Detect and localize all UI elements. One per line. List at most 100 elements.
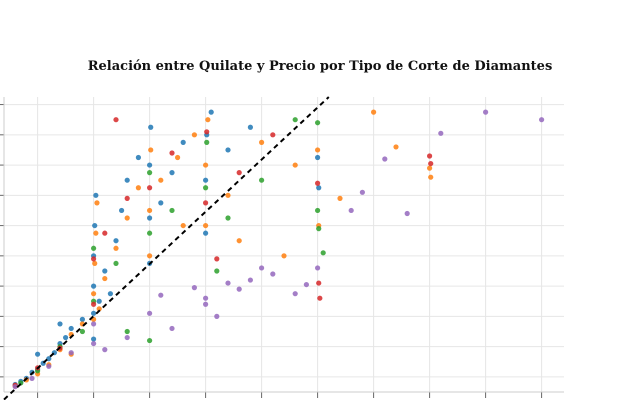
- data-point: [91, 301, 97, 307]
- data-point: [29, 375, 35, 381]
- data-point: [107, 291, 113, 297]
- data-point: [315, 265, 321, 271]
- data-point: [35, 351, 41, 357]
- data-point: [148, 124, 154, 130]
- data-point: [68, 325, 74, 332]
- data-point: [68, 350, 74, 356]
- data-point: [539, 117, 545, 123]
- data-point: [320, 250, 326, 256]
- data-point: [214, 313, 220, 319]
- data-point: [203, 230, 209, 236]
- data-point: [292, 162, 298, 168]
- data-point: [169, 170, 175, 176]
- data-point: [337, 195, 343, 201]
- data-point: [102, 230, 108, 236]
- data-point: [148, 147, 154, 153]
- data-point: [191, 285, 197, 291]
- data-point: [147, 230, 153, 236]
- data-point: [247, 277, 253, 283]
- data-point: [57, 321, 63, 327]
- data-point: [236, 238, 242, 244]
- data-point: [147, 215, 153, 221]
- data-point: [93, 192, 99, 198]
- data-point: [203, 200, 209, 206]
- data-point: [204, 139, 210, 145]
- data-point: [303, 281, 309, 288]
- data-point: [225, 280, 231, 286]
- data-point: [315, 207, 321, 214]
- data-point: [147, 253, 153, 259]
- data-point: [204, 129, 210, 135]
- data-point: [203, 177, 209, 183]
- data-point: [158, 292, 164, 298]
- data-point: [281, 253, 287, 259]
- data-point: [428, 174, 434, 180]
- data-point: [91, 283, 97, 289]
- data-point: [483, 109, 489, 115]
- data-point: [94, 200, 100, 206]
- data-point: [91, 291, 97, 297]
- data-point: [158, 200, 164, 206]
- data-point: [96, 306, 102, 312]
- data-point: [79, 316, 85, 322]
- chart-title: Relación entre Quilate y Precio por Tipo…: [88, 59, 553, 74]
- data-point: [225, 215, 231, 221]
- data-point: [270, 271, 276, 277]
- trend-line: [3, 96, 330, 400]
- data-point: [236, 170, 242, 176]
- data-point: [124, 328, 130, 335]
- data-point: [124, 215, 130, 221]
- data-point: [102, 275, 108, 282]
- data-point: [91, 340, 97, 347]
- data-point: [124, 195, 130, 201]
- data-point: [147, 170, 153, 176]
- data-point: [259, 265, 265, 271]
- data-point: [46, 363, 52, 369]
- data-point: [63, 334, 69, 341]
- data-point: [102, 268, 108, 274]
- data-point: [292, 291, 298, 297]
- data-point: [292, 117, 298, 123]
- data-point: [92, 222, 98, 229]
- data-point: [316, 280, 322, 286]
- data-point: [382, 156, 388, 162]
- data-point: [135, 185, 141, 191]
- data-point: [205, 117, 211, 123]
- data-point: [91, 321, 97, 327]
- data-point: [147, 337, 153, 344]
- data-point: [91, 310, 97, 316]
- data-point: [203, 295, 209, 301]
- data-point: [438, 130, 444, 136]
- data-point: [393, 144, 399, 150]
- data-point: [191, 132, 197, 138]
- data-point: [93, 230, 99, 236]
- data-point: [12, 384, 18, 390]
- data-point: [113, 245, 119, 251]
- data-point: [259, 177, 265, 183]
- data-point: [404, 210, 410, 217]
- data-point: [169, 207, 175, 214]
- data-point: [169, 325, 175, 332]
- data-point: [158, 177, 164, 183]
- data-point: [316, 185, 322, 191]
- data-point: [214, 256, 220, 262]
- data-point: [147, 310, 153, 316]
- data-point: [247, 124, 253, 130]
- data-point: [270, 132, 276, 138]
- data-point: [203, 301, 209, 307]
- axis-layer: [0, 97, 564, 398]
- data-point: [225, 147, 231, 153]
- data-point: [427, 165, 433, 171]
- data-point: [102, 347, 108, 353]
- data-point: [180, 222, 186, 229]
- data-point: [135, 154, 141, 161]
- data-point: [236, 286, 242, 292]
- data-point: [124, 334, 130, 341]
- data-point: [91, 336, 97, 342]
- data-point: [317, 295, 323, 301]
- data-point: [428, 160, 434, 167]
- data-point: [119, 207, 125, 214]
- data-point: [259, 139, 265, 145]
- data-point: [427, 153, 433, 159]
